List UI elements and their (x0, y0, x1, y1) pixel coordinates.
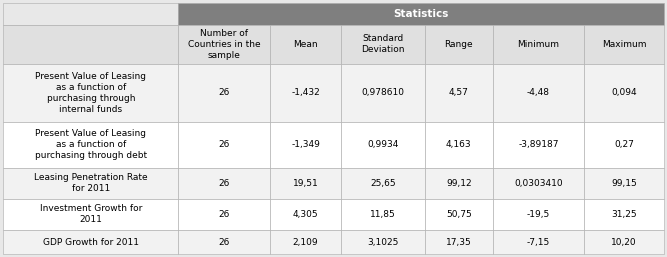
Text: 99,15: 99,15 (611, 179, 637, 188)
Text: 99,12: 99,12 (446, 179, 472, 188)
Text: 4,305: 4,305 (293, 210, 318, 219)
Text: -7,15: -7,15 (527, 237, 550, 246)
Bar (178, 168, 270, 199)
Text: 26: 26 (218, 179, 230, 188)
Bar (178, 63, 270, 122)
Bar (493, 63, 584, 122)
Bar (3, 230, 178, 254)
Bar (3, 63, 178, 122)
Bar (178, 122, 270, 168)
Text: -19,5: -19,5 (527, 210, 550, 219)
Text: 25,65: 25,65 (370, 179, 396, 188)
Text: Number of
Countries in the
sample: Number of Countries in the sample (188, 29, 260, 60)
Text: 10,20: 10,20 (611, 237, 637, 246)
Text: 0,094: 0,094 (611, 88, 637, 97)
Bar (493, 25, 584, 63)
Bar (3, 168, 178, 199)
Bar (3, 3, 178, 25)
Bar (584, 230, 664, 254)
Text: GDP Growth for 2011: GDP Growth for 2011 (43, 237, 139, 246)
Text: 0,0303410: 0,0303410 (514, 179, 563, 188)
Bar (270, 122, 342, 168)
Bar (342, 168, 425, 199)
Text: Investment Growth for
2011: Investment Growth for 2011 (39, 204, 142, 224)
Text: 26: 26 (218, 88, 230, 97)
Bar (270, 199, 342, 230)
Text: -4,48: -4,48 (527, 88, 550, 97)
Bar (584, 25, 664, 63)
Text: 26: 26 (218, 140, 230, 149)
Text: Mean: Mean (293, 40, 318, 49)
Bar (425, 122, 493, 168)
Bar (178, 3, 664, 25)
Text: 50,75: 50,75 (446, 210, 472, 219)
Bar (425, 63, 493, 122)
Bar (342, 230, 425, 254)
Bar (3, 199, 178, 230)
Bar (493, 230, 584, 254)
Text: 19,51: 19,51 (293, 179, 319, 188)
Text: 0,978610: 0,978610 (362, 88, 405, 97)
Text: 3,1025: 3,1025 (368, 237, 399, 246)
Text: Standard
Deviation: Standard Deviation (362, 34, 405, 54)
Bar (425, 230, 493, 254)
Bar (493, 199, 584, 230)
Text: Range: Range (444, 40, 473, 49)
Text: 2,109: 2,109 (293, 237, 318, 246)
Bar (342, 199, 425, 230)
Bar (178, 230, 270, 254)
Bar (584, 63, 664, 122)
Bar (425, 199, 493, 230)
Bar (270, 63, 342, 122)
Text: Minimum: Minimum (518, 40, 560, 49)
Text: 26: 26 (218, 237, 230, 246)
Text: Present Value of Leasing
as a function of
purchasing through debt: Present Value of Leasing as a function o… (35, 129, 147, 160)
Text: 11,85: 11,85 (370, 210, 396, 219)
Bar (425, 168, 493, 199)
Bar (584, 122, 664, 168)
Bar (342, 63, 425, 122)
Bar (3, 25, 178, 63)
Text: 31,25: 31,25 (611, 210, 637, 219)
Text: 4,57: 4,57 (449, 88, 469, 97)
Bar (342, 122, 425, 168)
Text: 26: 26 (218, 210, 230, 219)
Text: 17,35: 17,35 (446, 237, 472, 246)
Text: 0,9934: 0,9934 (368, 140, 399, 149)
Text: Statistics: Statistics (394, 9, 449, 19)
Text: -1,349: -1,349 (291, 140, 320, 149)
Bar (584, 199, 664, 230)
Text: -3,89187: -3,89187 (518, 140, 558, 149)
Text: Maximum: Maximum (602, 40, 646, 49)
Bar (270, 25, 342, 63)
Bar (270, 230, 342, 254)
Bar (493, 168, 584, 199)
Bar (425, 25, 493, 63)
Bar (270, 168, 342, 199)
Text: 4,163: 4,163 (446, 140, 472, 149)
Text: -1,432: -1,432 (291, 88, 320, 97)
Text: Leasing Penetration Rate
for 2011: Leasing Penetration Rate for 2011 (34, 173, 147, 193)
Text: Present Value of Leasing
as a function of
purchasing through
internal funds: Present Value of Leasing as a function o… (35, 72, 146, 114)
Bar (3, 122, 178, 168)
Text: 0,27: 0,27 (614, 140, 634, 149)
Bar (178, 25, 270, 63)
Bar (493, 122, 584, 168)
Bar (584, 168, 664, 199)
Bar (178, 199, 270, 230)
Bar (342, 25, 425, 63)
